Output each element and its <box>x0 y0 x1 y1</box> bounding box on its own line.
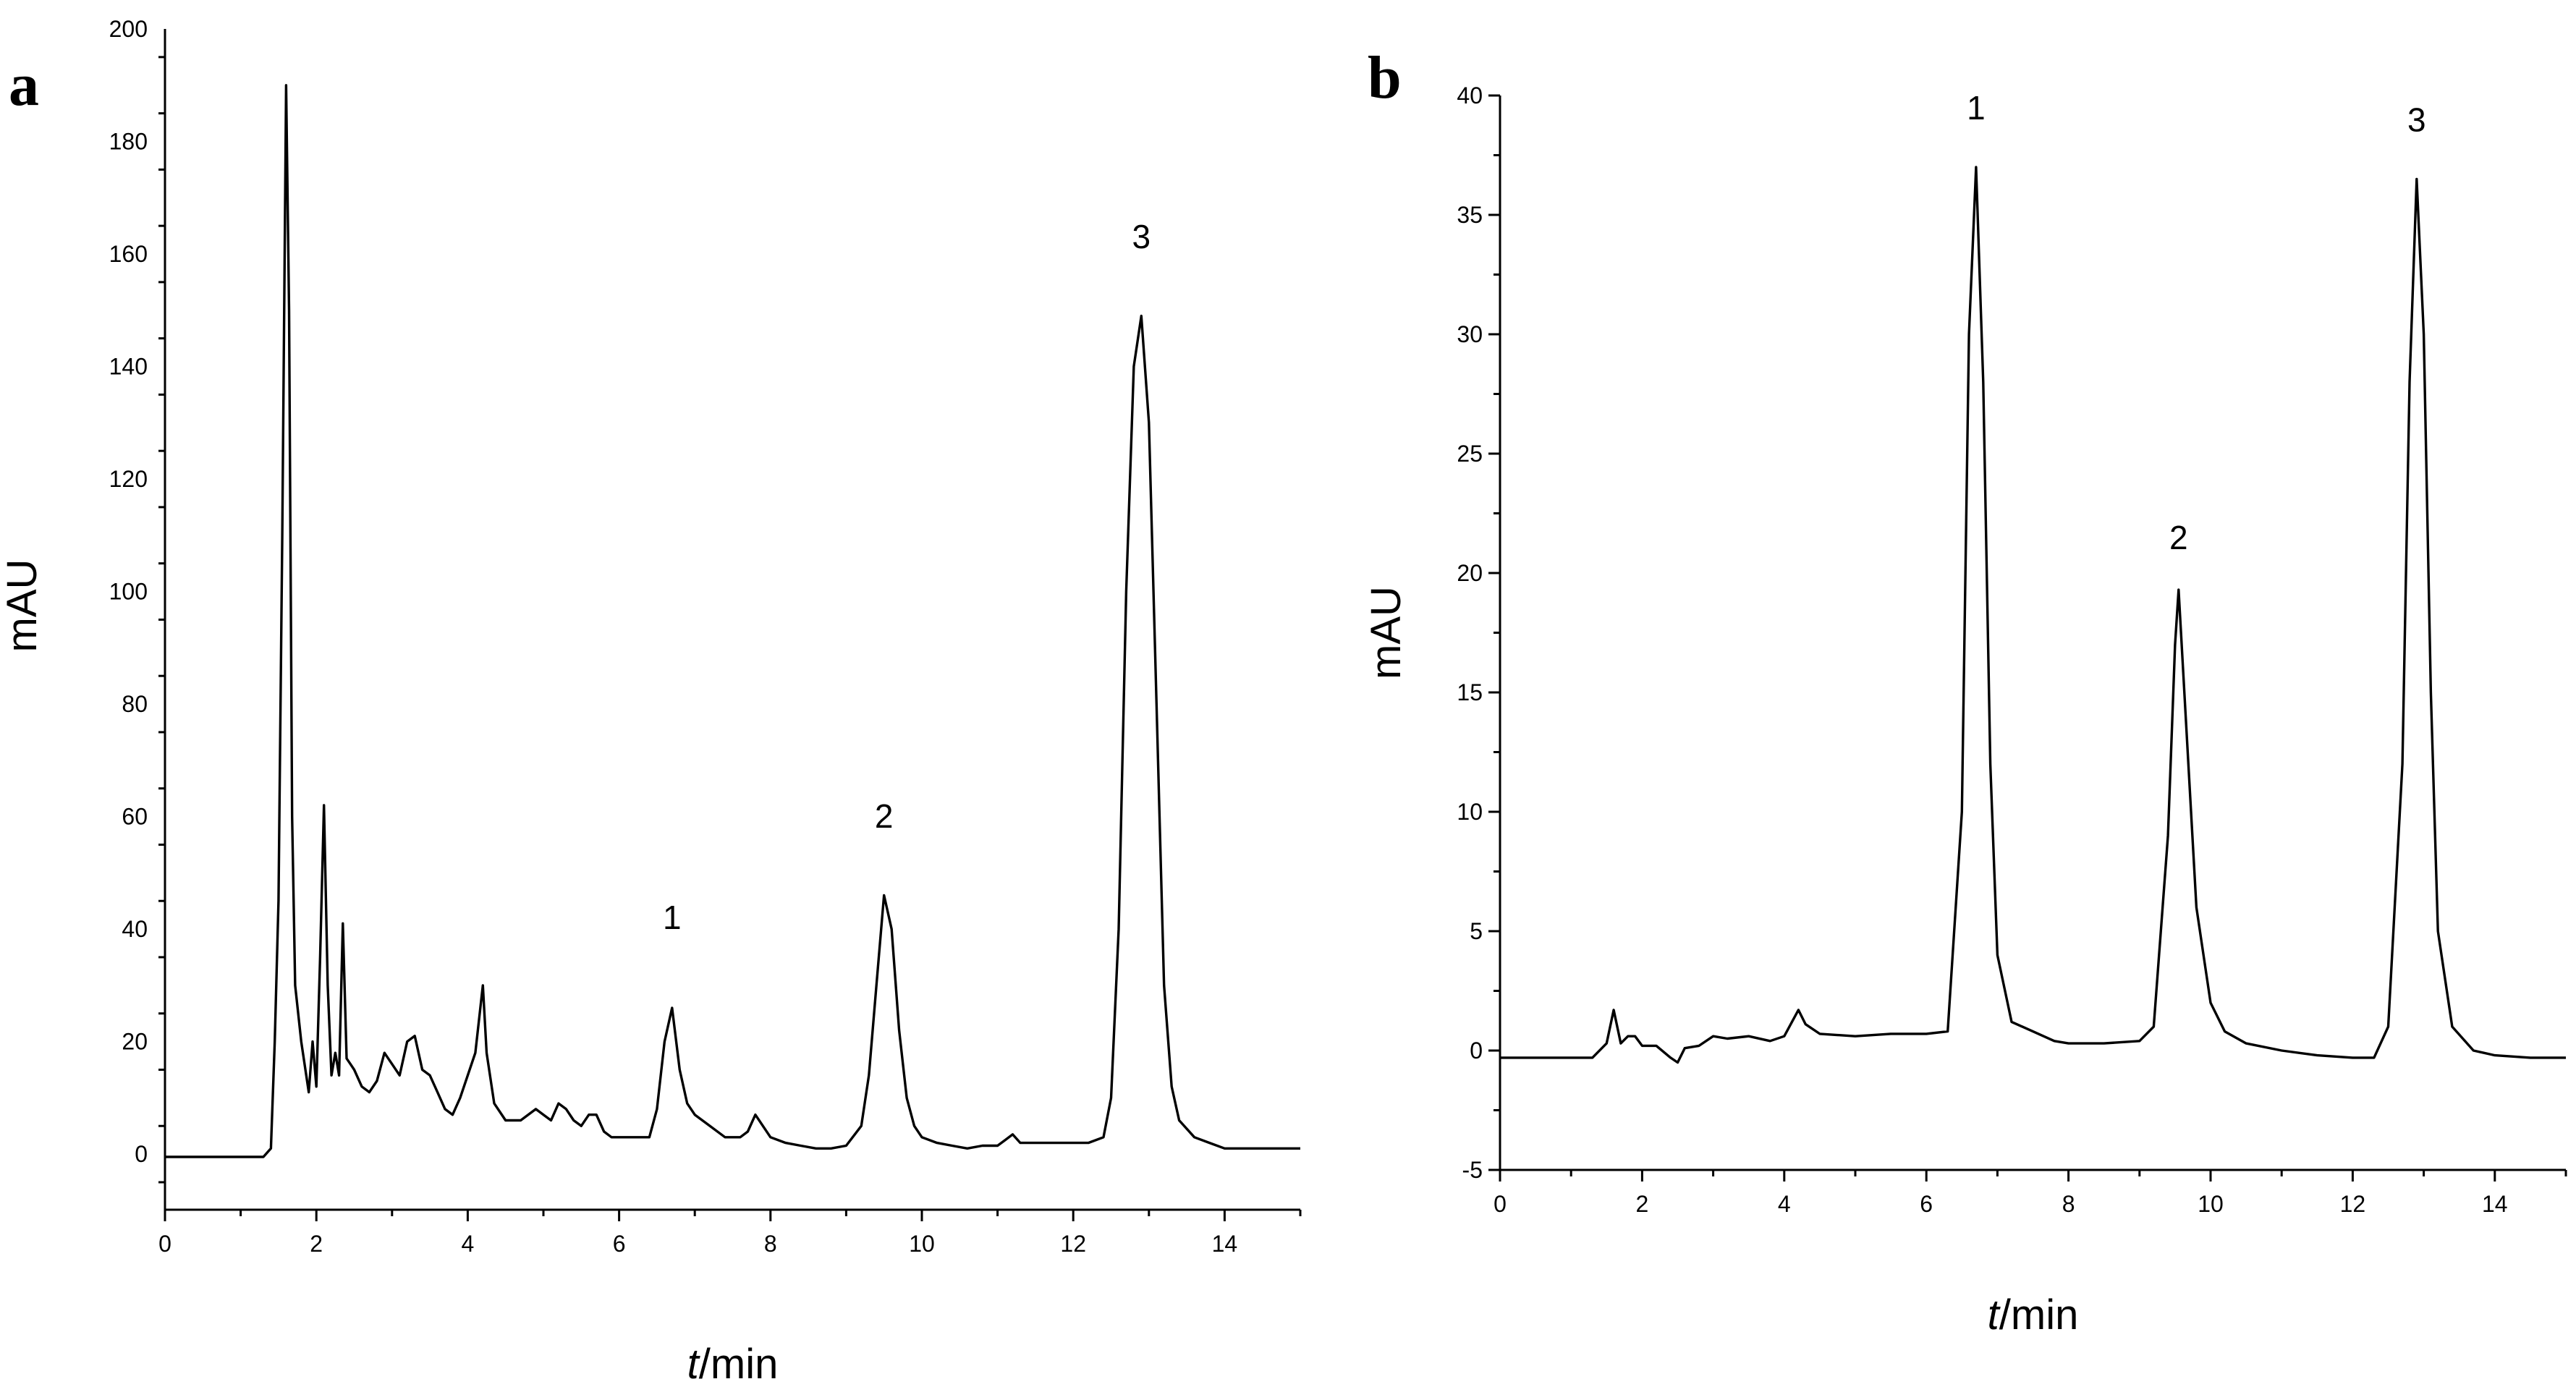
chart-b-x-tick-label: 12 <box>2340 1191 2366 1217</box>
chart-b-x-axis-title-italic: t <box>1988 1291 2001 1339</box>
chart-a-y-axis-title: mAU <box>0 559 46 653</box>
chart-b-y-tick-label: 30 <box>1457 321 1483 347</box>
chart-b-x-tick-label: 14 <box>2482 1191 2508 1217</box>
chart-b-x-tick-label: 10 <box>2198 1191 2224 1217</box>
chart-b-x-tick-label: 6 <box>1920 1191 1933 1217</box>
chart-a-y-tick-label: 0 <box>135 1141 148 1167</box>
chart-b-y-tick-label: 40 <box>1457 82 1483 109</box>
chart-b-y-tick-label: 0 <box>1470 1038 1483 1064</box>
chart-a-x-tick-label: 0 <box>158 1231 171 1257</box>
chart-b-peak-label-1: 1 <box>1967 89 1986 127</box>
chart-b-x-tick-label: 0 <box>1494 1191 1507 1217</box>
chart-b-y-tick-label: 5 <box>1470 918 1483 944</box>
chart-b-peak-label-2: 2 <box>2169 519 2188 556</box>
chart-a-x-axis-title-italic: t <box>687 1341 701 1388</box>
chart-a-x-tick-label: 4 <box>462 1231 475 1257</box>
chart-a-x-tick-label: 6 <box>613 1231 626 1257</box>
chart-a-peak-label-3: 3 <box>1132 218 1151 255</box>
chart-a-y-tick-label: 80 <box>122 691 148 717</box>
chart-b-y-axis-title: mAU <box>1363 586 1410 679</box>
chart-b-peak-label-3: 3 <box>2407 101 2426 139</box>
chart-a-y-tick-label: 100 <box>109 579 148 605</box>
chart-b-x-tick-label: 2 <box>1636 1191 1649 1217</box>
chart-a-peak-label-1: 1 <box>663 899 682 936</box>
chart-b-x-axis-title: t/min <box>1988 1291 2079 1339</box>
chart-a-y-tick-label: 60 <box>122 804 148 830</box>
chart-a-y-tick-label: 140 <box>109 354 148 380</box>
chart-a-x-axis-title: t/min <box>687 1341 779 1388</box>
chart-b-y-tick-label: 20 <box>1457 560 1483 586</box>
chart-b-x-axis-title-unit: /min <box>1999 1291 2079 1339</box>
chart-b-x-tick-label: 8 <box>2062 1191 2075 1217</box>
panel-a-letter: a <box>9 51 39 119</box>
chart-a-y-tick-label: 200 <box>109 16 148 42</box>
chart-a-peak-label-2: 2 <box>875 797 894 835</box>
chart-a-y-tick-label: 20 <box>122 1029 148 1055</box>
chart-a-x-axis-title-unit: /min <box>699 1341 779 1388</box>
chart-b-y-tick-label: -5 <box>1462 1157 1483 1183</box>
chart-a-y-tick-label: 40 <box>122 916 148 942</box>
chart-a-x-tick-label: 10 <box>909 1231 935 1257</box>
chart-b-trace-line <box>1500 166 2566 1064</box>
chart-a-y-tick-label: 120 <box>109 466 148 492</box>
chart-b-y-tick-label: 15 <box>1457 679 1483 705</box>
chart-b-y-tick-label: 25 <box>1457 441 1483 467</box>
chart-a-x-tick-label: 2 <box>310 1231 323 1257</box>
chart-a-y-tick-label: 180 <box>109 129 148 155</box>
chart-a-x-tick-label: 14 <box>1212 1231 1238 1257</box>
chart-b-y-tick-label: 10 <box>1457 799 1483 825</box>
chart-b-y-tick-label: 35 <box>1457 202 1483 228</box>
chart-a-trace-line <box>165 84 1300 1158</box>
chart-a-y-tick-label: 160 <box>109 241 148 267</box>
chart-b-x-tick-label: 4 <box>1778 1191 1791 1217</box>
chart-a-x-tick-label: 12 <box>1060 1231 1086 1257</box>
chart-a-x-tick-label: 8 <box>764 1231 777 1257</box>
panel-b-letter: b <box>1368 44 1402 111</box>
